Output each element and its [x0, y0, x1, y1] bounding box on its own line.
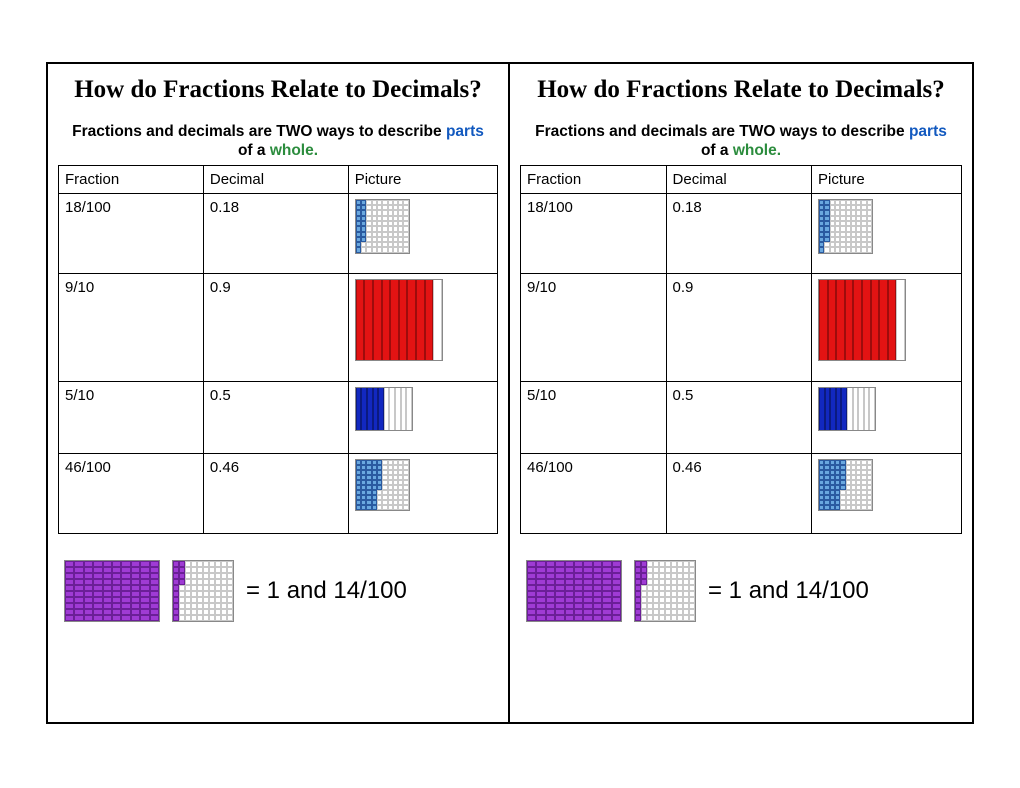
picture-cell	[348, 453, 497, 533]
example-label: = 1 and 14/100	[246, 577, 407, 605]
column-header-picture: Picture	[812, 165, 962, 193]
intro-middle: of a	[238, 142, 270, 159]
table-row: 9/100.9	[521, 273, 962, 381]
panel-title: How do Fractions Relate to Decimals?	[510, 64, 972, 122]
intro-text: Fractions and decimals are TWO ways to d…	[48, 122, 508, 165]
fractions-table: FractionDecimalPicture18/1000.189/100.95…	[520, 165, 962, 534]
example-label: = 1 and 14/100	[708, 577, 869, 605]
picture-hundred-grid	[64, 560, 160, 622]
picture-hundred-grid	[818, 459, 873, 511]
decimal-cell: 0.5	[203, 381, 348, 453]
picture-ten-grid	[355, 387, 413, 431]
fraction-cell: 5/10	[521, 381, 667, 453]
intro-whole-word: whole	[270, 142, 314, 159]
intro-prefix: Fractions and decimals are TWO ways to d…	[72, 123, 446, 140]
picture-cell	[812, 453, 962, 533]
table-row: 18/1000.18	[59, 193, 498, 273]
fraction-cell: 5/10	[59, 381, 204, 453]
fraction-cell: 18/100	[521, 193, 667, 273]
picture-cell	[812, 381, 962, 453]
column-header-decimal: Decimal	[666, 165, 812, 193]
picture-cell	[348, 193, 497, 273]
fraction-cell: 18/100	[59, 193, 204, 273]
table-row: 9/100.9	[59, 273, 498, 381]
intro-parts-word: parts	[909, 123, 947, 140]
column-header-decimal: Decimal	[203, 165, 348, 193]
intro-middle: of a	[701, 142, 733, 159]
picture-hundred-grid	[172, 560, 234, 622]
fraction-cell: 46/100	[521, 453, 667, 533]
picture-hundred-grid	[526, 560, 622, 622]
fraction-cell: 9/10	[521, 273, 667, 381]
picture-cell	[812, 193, 962, 273]
picture-ten-grid	[818, 279, 906, 361]
table-row: 5/100.5	[521, 381, 962, 453]
decimal-cell: 0.9	[666, 273, 812, 381]
table-row: 46/1000.46	[521, 453, 962, 533]
column-header-fraction: Fraction	[521, 165, 667, 193]
picture-hundred-grid	[634, 560, 696, 622]
fraction-cell: 46/100	[59, 453, 204, 533]
mixed-number-example: = 1 and 14/100	[48, 534, 508, 622]
decimal-cell: 0.18	[666, 193, 812, 273]
mixed-number-example: = 1 and 14/100	[510, 534, 972, 622]
intro-suffix: .	[777, 142, 781, 159]
column-header-fraction: Fraction	[59, 165, 204, 193]
intro-whole-word: whole	[733, 142, 777, 159]
table-row: 18/1000.18	[521, 193, 962, 273]
panel-left: How do Fractions Relate to Decimals?Frac…	[48, 64, 510, 722]
picture-cell	[348, 381, 497, 453]
decimal-cell: 0.46	[203, 453, 348, 533]
decimal-cell: 0.46	[666, 453, 812, 533]
decimal-cell: 0.18	[203, 193, 348, 273]
fraction-cell: 9/10	[59, 273, 204, 381]
picture-cell	[348, 273, 497, 381]
fractions-table: FractionDecimalPicture18/1000.189/100.95…	[58, 165, 498, 534]
table-row: 5/100.5	[59, 381, 498, 453]
table-row: 46/1000.46	[59, 453, 498, 533]
picture-ten-grid	[818, 387, 876, 431]
picture-cell	[812, 273, 962, 381]
decimal-cell: 0.9	[203, 273, 348, 381]
intro-suffix: .	[314, 142, 318, 159]
panel-title: How do Fractions Relate to Decimals?	[48, 64, 508, 122]
worksheet-page: How do Fractions Relate to Decimals?Frac…	[46, 62, 974, 724]
panel-right: How do Fractions Relate to Decimals?Frac…	[510, 64, 972, 722]
picture-hundred-grid	[355, 199, 410, 254]
picture-ten-grid	[355, 279, 443, 361]
picture-hundred-grid	[818, 199, 873, 254]
picture-hundred-grid	[355, 459, 410, 511]
column-header-picture: Picture	[348, 165, 497, 193]
intro-prefix: Fractions and decimals are TWO ways to d…	[535, 123, 909, 140]
decimal-cell: 0.5	[666, 381, 812, 453]
intro-parts-word: parts	[446, 123, 484, 140]
intro-text: Fractions and decimals are TWO ways to d…	[510, 122, 972, 165]
